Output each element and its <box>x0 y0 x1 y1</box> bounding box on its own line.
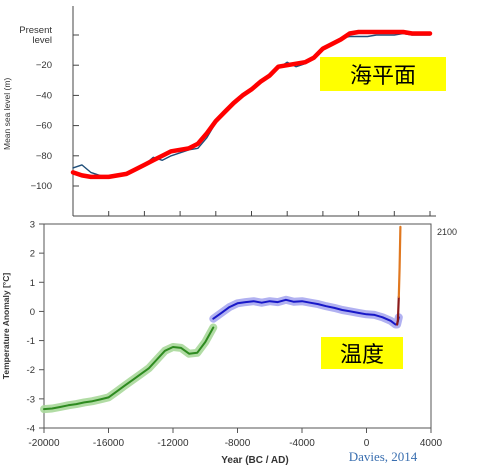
sea-level-chart: Present level −20 −40 −60 −80 −100 Mean sea le… <box>2 6 446 217</box>
temperature-y-tick-label: -4 <box>27 424 35 435</box>
temperature-x-label: Year (BC / AD) <box>221 455 288 466</box>
sea-level-y-tick-label: −20 <box>36 60 52 71</box>
temperature-y-tick-label: 3 <box>30 220 35 231</box>
temperature-y-tick-label: -1 <box>27 336 35 347</box>
temperature-y-label: Temperature Anomaly [°C] <box>1 273 11 380</box>
credit-text: Davies, 2014 <box>349 449 418 464</box>
sea-level-y-tick-label: −80 <box>36 151 52 162</box>
temperature-y-tick-label: 1 <box>30 278 35 289</box>
temperature-x-tick-label: -16000 <box>93 438 125 449</box>
temperature-x-tick-label: -20000 <box>28 438 60 449</box>
temperature-x-tick-label: 0 <box>364 438 370 449</box>
sea-level-y-label: Mean sea level (m) <box>2 78 12 150</box>
sea-level-y-tick-label: −60 <box>36 121 52 132</box>
sea-level-red-line <box>70 29 433 180</box>
sea-level-y-tick-label: −40 <box>36 90 52 101</box>
temperature-y-tick-label: 0 <box>30 307 35 318</box>
temperature-instrumental-line <box>396 295 400 326</box>
temperature-green-line <box>43 326 215 411</box>
temperature-annotation-box <box>321 337 403 369</box>
sea-level-annotation: 海平面 <box>350 63 416 88</box>
temperature-blue-line <box>212 298 400 326</box>
temperature-chart: 3 2 1 0 -1 -2 -3 -4 -20000 -16000 -12000 -8000 -400… <box>1 220 457 467</box>
temperature-y-tick-label: -2 <box>27 365 35 376</box>
sea-level-annotation-box <box>320 57 446 91</box>
temperature-x-tick-label: -12000 <box>157 438 189 449</box>
temperature-y-tick-label: 2 <box>30 249 35 260</box>
temperature-projection-line <box>397 225 402 298</box>
temperature-annotation: 温度 <box>340 342 384 367</box>
temperature-x-tick-label: -8000 <box>225 438 251 449</box>
sea-level-y-tick-label: −100 <box>31 181 52 192</box>
temperature-y-tick-label: -3 <box>27 394 35 405</box>
end-year-label: 2100 <box>437 227 457 237</box>
temperature-x-tick-label: -4000 <box>289 438 315 449</box>
sea-level-y-tick-label: Present level <box>19 25 52 46</box>
temperature-x-tick-label: 4000 <box>420 438 443 449</box>
